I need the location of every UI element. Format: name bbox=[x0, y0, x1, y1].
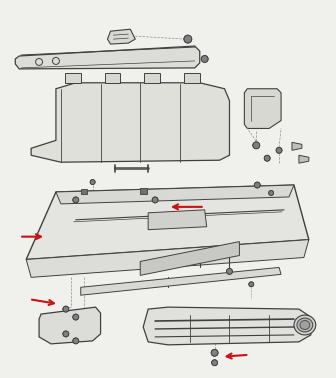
Polygon shape bbox=[140, 242, 240, 275]
Polygon shape bbox=[65, 73, 81, 83]
Ellipse shape bbox=[276, 147, 282, 153]
Polygon shape bbox=[292, 143, 302, 150]
Ellipse shape bbox=[73, 314, 79, 320]
Polygon shape bbox=[104, 73, 120, 83]
Ellipse shape bbox=[63, 331, 69, 337]
Ellipse shape bbox=[269, 191, 274, 195]
Polygon shape bbox=[143, 307, 311, 345]
Polygon shape bbox=[39, 307, 100, 344]
Ellipse shape bbox=[73, 197, 79, 203]
Bar bbox=[81, 189, 87, 194]
Ellipse shape bbox=[226, 268, 233, 274]
Ellipse shape bbox=[152, 197, 158, 203]
Ellipse shape bbox=[294, 315, 316, 335]
Ellipse shape bbox=[211, 349, 218, 356]
Ellipse shape bbox=[254, 182, 260, 188]
Ellipse shape bbox=[184, 35, 192, 43]
Polygon shape bbox=[299, 155, 309, 163]
Ellipse shape bbox=[264, 155, 270, 161]
Polygon shape bbox=[184, 73, 200, 83]
Ellipse shape bbox=[212, 360, 218, 366]
Ellipse shape bbox=[253, 142, 260, 149]
Polygon shape bbox=[31, 83, 229, 162]
Polygon shape bbox=[244, 89, 281, 129]
Ellipse shape bbox=[201, 56, 208, 62]
Ellipse shape bbox=[300, 321, 310, 330]
Bar bbox=[140, 188, 147, 194]
Polygon shape bbox=[148, 210, 207, 230]
Ellipse shape bbox=[63, 306, 69, 312]
Polygon shape bbox=[144, 73, 160, 83]
Polygon shape bbox=[56, 185, 294, 204]
Polygon shape bbox=[108, 29, 135, 44]
Ellipse shape bbox=[73, 338, 79, 344]
Ellipse shape bbox=[249, 282, 254, 287]
Polygon shape bbox=[15, 46, 200, 69]
Ellipse shape bbox=[90, 180, 95, 184]
Polygon shape bbox=[26, 240, 309, 277]
Ellipse shape bbox=[297, 318, 313, 332]
Polygon shape bbox=[81, 267, 281, 295]
Polygon shape bbox=[26, 185, 309, 259]
